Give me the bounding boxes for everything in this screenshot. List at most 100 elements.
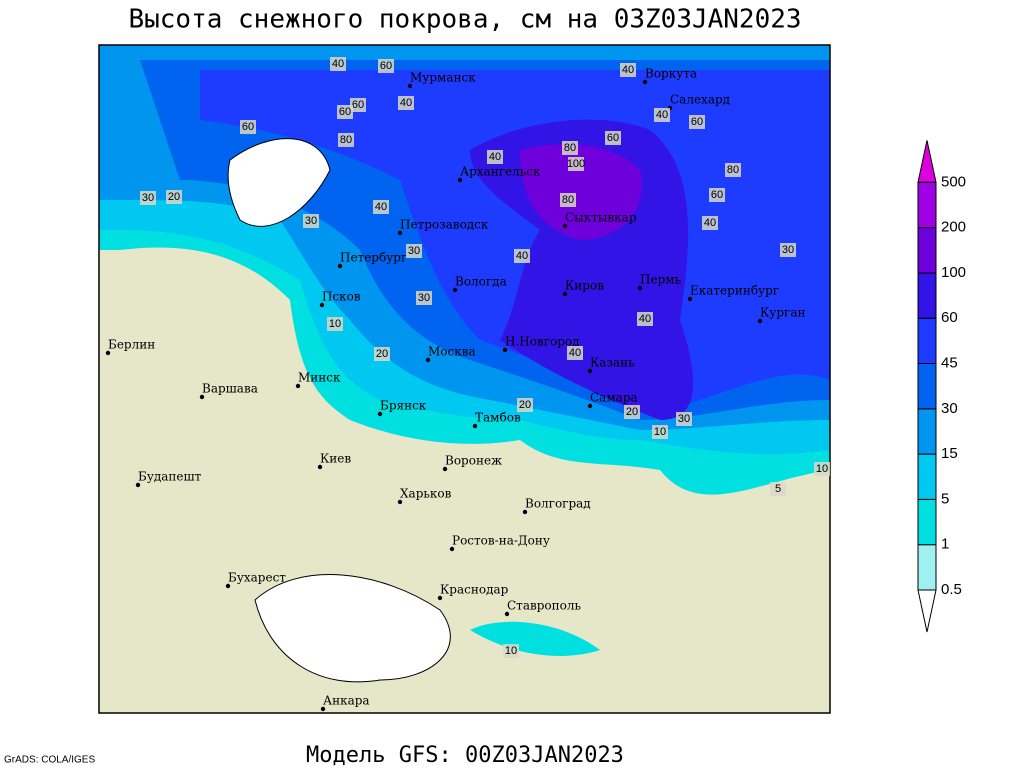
city-label: Курган [760, 306, 805, 320]
colorbar-swatch [917, 363, 937, 410]
city-dot [587, 368, 593, 374]
colorbar-swatch [917, 498, 937, 546]
city-label: Киев [320, 452, 351, 466]
contour-label: 30 [418, 292, 430, 304]
city-label: Сыктывкар [565, 211, 637, 225]
contour-label-box [709, 188, 725, 202]
colorbar-label: 100 [941, 264, 966, 281]
city-label: Воронеж [445, 454, 502, 468]
city-layer: Мурманск Воркута Салехард Архангельск Сыктыв… [105, 67, 805, 712]
contour-label-box [676, 412, 692, 426]
contour-label-box [725, 163, 741, 177]
contour-label-box [770, 482, 786, 496]
contour-label-box [654, 108, 670, 122]
city-dot [562, 291, 568, 297]
city-dot [320, 706, 326, 712]
colorbar-label: 30 [941, 400, 958, 417]
city-dot [319, 302, 325, 308]
contour-label-box [517, 398, 533, 412]
contour-label-box [514, 249, 530, 263]
city-label: Варшава [202, 382, 258, 396]
city-dot [757, 318, 763, 324]
footer: Модель GFS: 00Z03JAN2023 [306, 743, 624, 768]
contour-label-box [605, 131, 621, 145]
city-label: Псков [322, 290, 361, 304]
contour-label: 40 [622, 64, 634, 76]
contour-label: 60 [339, 106, 351, 118]
contour-label: 20 [626, 406, 638, 418]
contour-label: 10 [654, 426, 666, 438]
city-dot [397, 230, 403, 236]
city-label: Будапешт [138, 470, 202, 484]
contour-label: 80 [340, 134, 352, 146]
contour-label-box [416, 291, 432, 305]
contour-label: 5 [775, 483, 781, 495]
contour-label: 20 [168, 191, 180, 203]
contour-label: 40 [332, 58, 344, 70]
city-label: Петербург [340, 251, 407, 265]
colorbar-label: 1 [941, 536, 949, 553]
colorbar-end [917, 589, 937, 633]
contour-label: 60 [607, 132, 619, 144]
city-dot [504, 611, 510, 617]
contour-label: 30 [782, 244, 794, 256]
contour-label-box [166, 190, 182, 204]
colorbar-swatch [917, 181, 937, 229]
colorbar-label: 5 [941, 490, 949, 507]
contour-label-box [562, 141, 578, 155]
city-dot [425, 357, 431, 363]
contour-label: 40 [656, 109, 668, 121]
city-dot [472, 423, 478, 429]
city-dot [337, 263, 343, 269]
contour-label-box [350, 98, 366, 112]
title: Высота снежного покрова, см на 03Z03JAN2… [128, 5, 801, 35]
city-label: Н.Новгород [505, 335, 580, 349]
city-dot [687, 296, 693, 302]
contour-label: 30 [142, 192, 154, 204]
contour-label-box [567, 346, 583, 360]
contour-label: 80 [727, 164, 739, 176]
contour-label: 10 [505, 645, 517, 657]
city-label: Вологда [455, 275, 507, 289]
city-label: Москва [428, 345, 476, 359]
colorbar-label: 15 [941, 445, 958, 462]
city-dot [642, 79, 648, 85]
contour-label-box [398, 96, 414, 110]
contour-label: 30 [678, 413, 690, 425]
contour-label: 100 [567, 158, 585, 170]
contour-label-box [378, 59, 394, 73]
contour-label: 60 [711, 189, 723, 201]
city-label: Самара [590, 391, 638, 405]
contour-label: 20 [519, 399, 531, 411]
city-dot [522, 509, 528, 515]
city-dot [397, 499, 403, 505]
city-dot [135, 482, 141, 488]
city-label: Брянск [380, 399, 427, 413]
contour-label-box [240, 120, 256, 134]
city-dot [437, 595, 443, 601]
city-label: Киров [565, 279, 604, 293]
city-label: Пермь [640, 273, 682, 287]
contour-label-box [702, 216, 718, 230]
city-label: Казань [590, 356, 635, 370]
contour-label: 40 [704, 217, 716, 229]
city-label: Волгоград [525, 497, 591, 511]
city-dot [317, 464, 323, 470]
contour-label: 10 [816, 463, 828, 475]
colorbar-label: 0.5 [941, 581, 962, 598]
contour-label-box [560, 193, 576, 207]
city-label: Минск [298, 371, 341, 385]
contour-label: 40 [489, 151, 501, 163]
city-label: Ставрополь [507, 599, 581, 613]
contour-label-box [374, 347, 390, 361]
city-label: Бухарест [228, 571, 286, 585]
contour-label-box [689, 115, 705, 129]
contour-label-box [568, 157, 584, 171]
contour-label: 30 [305, 215, 317, 227]
city-dot [225, 583, 231, 589]
city-label: Воркута [645, 67, 697, 81]
contour-label: 60 [242, 121, 254, 133]
contour-label-box [620, 63, 636, 77]
